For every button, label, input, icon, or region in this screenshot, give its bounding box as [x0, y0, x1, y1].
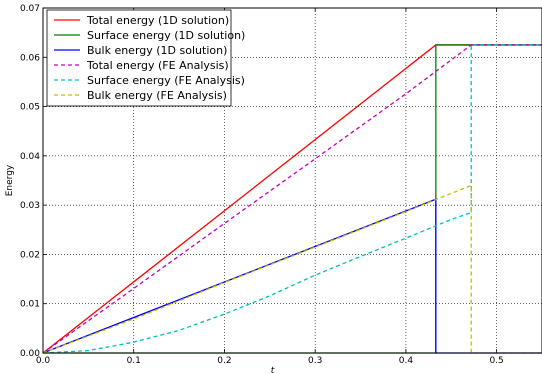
x-tick-label: 0.1: [127, 356, 141, 366]
x-axis-label: t: [271, 366, 275, 374]
legend-entry: Surface energy (FE Analysis): [87, 74, 245, 87]
legend-entry: Bulk energy (FE Analysis): [87, 89, 227, 102]
legend-entry: Surface energy (1D solution): [87, 29, 245, 42]
legend-box: [46, 9, 232, 107]
x-tick-label: 0.0: [36, 356, 51, 366]
series-line-4: [42, 44, 542, 354]
legend: Total energy (1D solution) Surface energy…: [46, 9, 245, 107]
legend-entry: Total energy (1D solution): [86, 14, 229, 27]
x-tick-label: 0.3: [308, 356, 322, 366]
legend-entry: Bulk energy (1D solution): [87, 44, 227, 57]
y-tick-label: 0.03: [20, 201, 40, 211]
series-line-2: [42, 198, 542, 354]
series-line-5: [42, 184, 542, 354]
y-tick-label: 0.04: [20, 152, 40, 162]
y-tick-label: 0.00: [20, 349, 40, 359]
y-tick-label: 0.07: [20, 4, 40, 14]
legend-entry: Total energy (FE Analysis): [86, 59, 229, 72]
x-tick-label: 0.2: [217, 356, 231, 366]
y-tick-label: 0.06: [20, 53, 40, 63]
x-tick-label: 0.4: [399, 356, 414, 366]
series-line-3: [42, 44, 542, 354]
y-tick-label: 0.05: [20, 103, 40, 113]
plot-frame: [42, 7, 542, 354]
y-axis-label: Energy: [5, 164, 15, 196]
x-tick-label: 0.5: [489, 356, 503, 366]
y-tick-label: 0.01: [20, 300, 40, 310]
y-tick-label: 0.02: [20, 250, 40, 260]
